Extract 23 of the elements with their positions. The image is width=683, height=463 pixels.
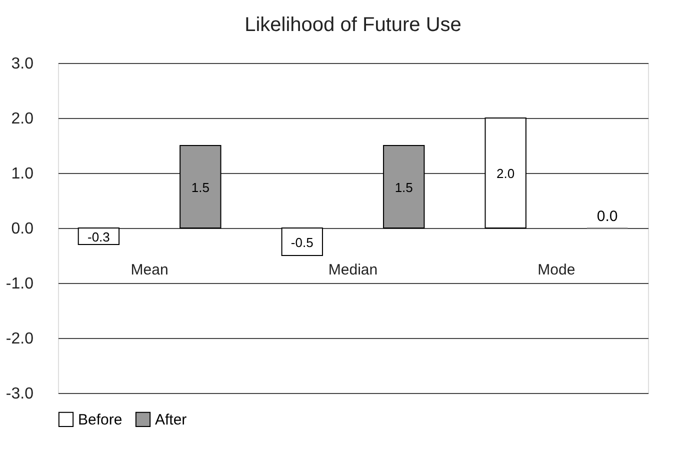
data-label: 1.5	[191, 180, 210, 195]
legend-label: After	[155, 411, 187, 428]
data-label: -0.3	[87, 229, 110, 244]
bar	[281, 228, 323, 256]
bar	[180, 145, 222, 228]
y-tick-label: -3.0	[6, 386, 34, 402]
x-tick-label: Mode	[538, 262, 576, 278]
data-label: 2.0	[496, 166, 515, 181]
data-label: 1.5	[394, 180, 413, 195]
legend-label: Before	[78, 411, 122, 428]
y-tick-label: 1.0	[11, 166, 34, 182]
chart-title: Likelihood of Future Use	[244, 14, 462, 36]
y-tick-label: 0.0	[11, 220, 34, 238]
y-tick-label: 3.0	[11, 56, 34, 72]
bar	[484, 118, 526, 228]
x-tick-label: Median	[328, 262, 378, 278]
y-tick-label: 2.0	[11, 110, 34, 128]
y-tick-label: -1.0	[6, 276, 34, 292]
x-tick-label: Mean	[130, 262, 168, 278]
bar	[383, 145, 425, 228]
data-label: 0.0	[596, 208, 618, 225]
y-tick-label: -2.0	[6, 330, 34, 348]
data-label: -0.5	[290, 234, 314, 250]
